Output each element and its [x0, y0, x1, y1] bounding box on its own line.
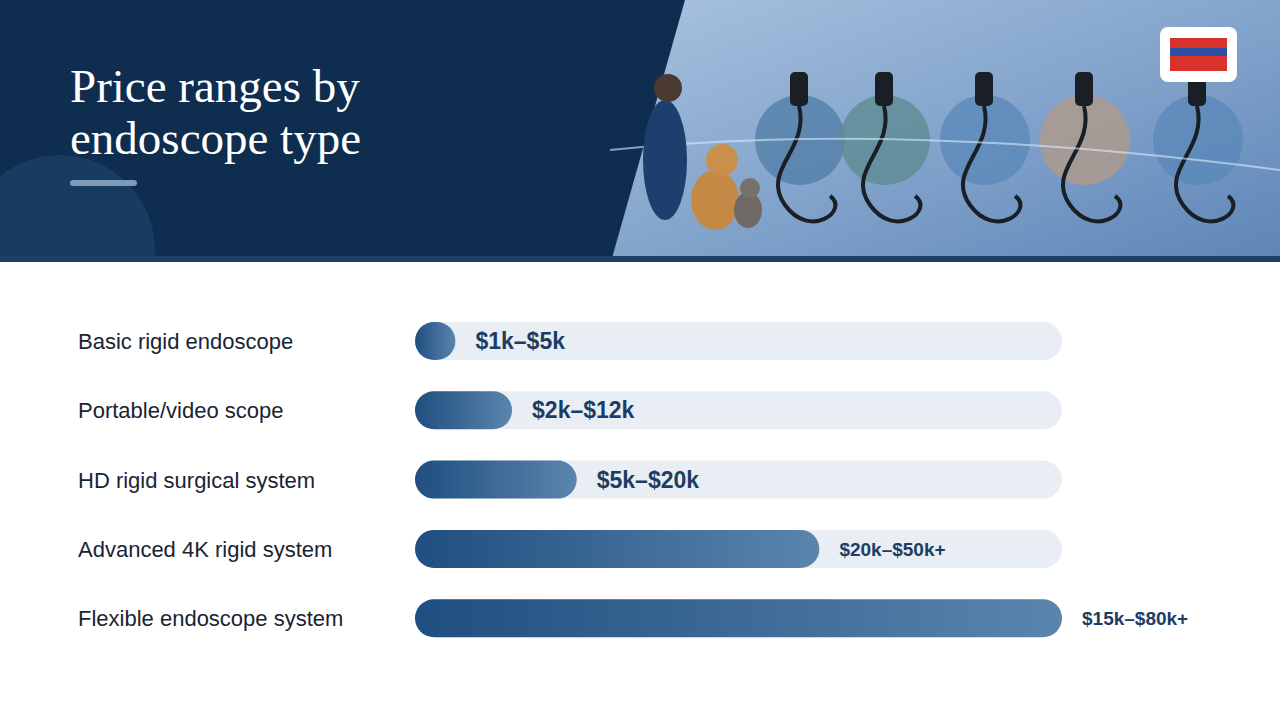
cat-head	[740, 178, 760, 198]
data-label: $2k–$12k	[532, 397, 635, 423]
logo-mark	[1170, 48, 1227, 56]
tracks	[415, 322, 1062, 637]
bar-track	[415, 461, 1062, 499]
dog-head	[706, 144, 738, 176]
scope-cable	[963, 106, 1021, 221]
scope-head	[875, 72, 893, 106]
data-label: $15k–$80k+	[1082, 608, 1188, 629]
category-label: Advanced 4K rigid system	[78, 537, 332, 562]
category-label: Flexible endoscope system	[78, 606, 343, 631]
scope-cable	[778, 106, 836, 221]
data-label: $5k–$20k	[597, 467, 700, 493]
scope-head	[1075, 72, 1093, 106]
category-label: Basic rigid endoscope	[78, 329, 293, 354]
category-label: Portable/video scope	[78, 398, 283, 423]
vet-head	[654, 74, 682, 102]
bar	[415, 461, 577, 499]
logo-mark	[1170, 38, 1227, 71]
chart-title: Price ranges by endoscope type	[70, 60, 440, 164]
title-underline	[70, 180, 137, 186]
dog	[691, 170, 739, 230]
bar	[415, 391, 512, 429]
category-label: HD rigid surgical system	[78, 468, 315, 493]
bar	[415, 322, 455, 360]
vet-figure	[643, 100, 687, 220]
scope-head	[975, 72, 993, 106]
data-label: $1k–$5k	[475, 328, 565, 354]
bars	[415, 322, 1062, 637]
chart-area: Basic rigid endoscope $1k–$5k Portable/vid…	[0, 262, 1280, 720]
bar-track	[415, 599, 1062, 637]
art-background	[600, 0, 1280, 258]
bar-track	[415, 322, 1062, 360]
scope-cable	[863, 106, 921, 221]
header-rule	[0, 256, 1280, 262]
scope-cable	[1063, 106, 1121, 221]
logo-box	[1160, 27, 1237, 82]
data-label: $20k–$50k+	[839, 539, 945, 560]
bar	[415, 530, 819, 568]
bar	[415, 599, 1062, 637]
bar-track	[415, 391, 1062, 429]
labels: Basic rigid endoscope $1k–$5k Portable/vid…	[78, 328, 1188, 631]
bar-track	[415, 530, 1062, 568]
panel-decoration	[0, 155, 155, 262]
scope-head	[790, 72, 808, 106]
